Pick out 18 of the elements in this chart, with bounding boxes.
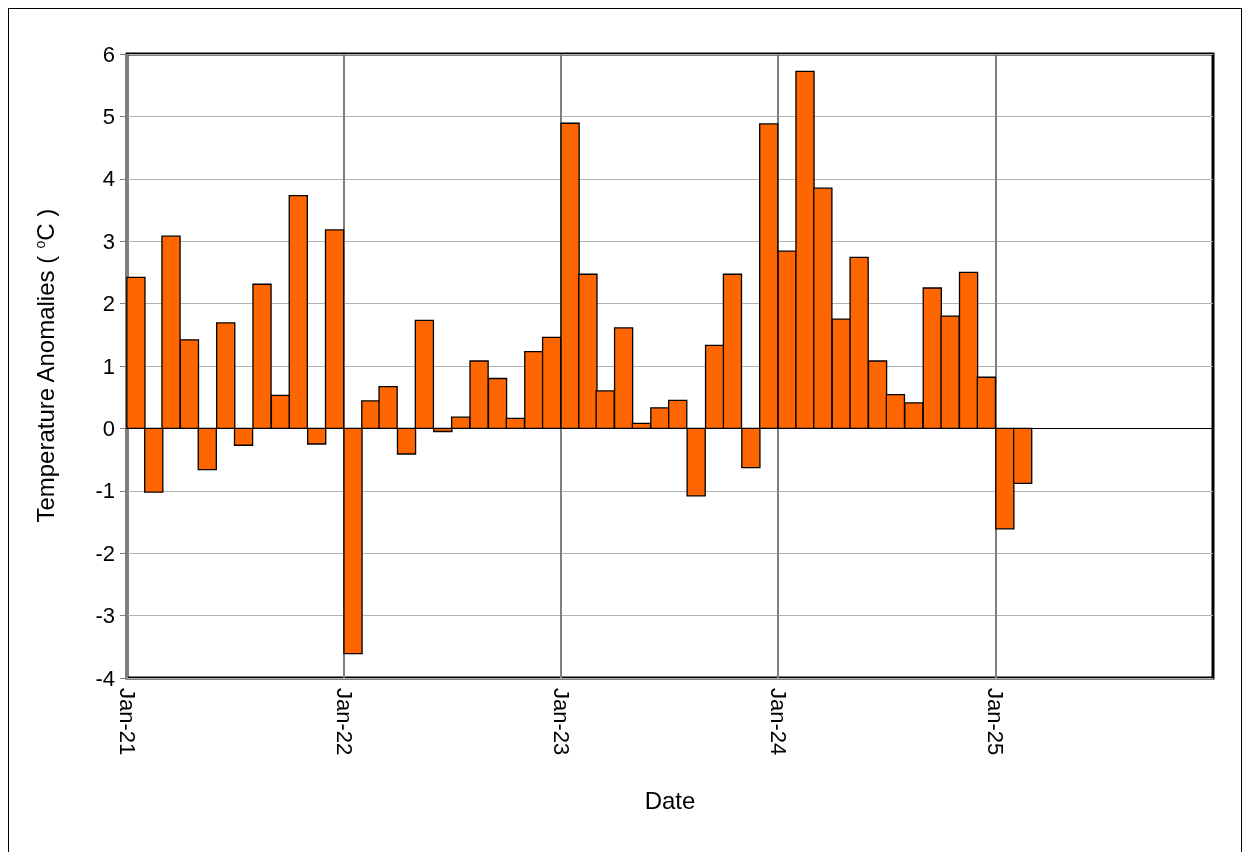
y-tick-label: -4 [95, 665, 115, 691]
x-tick-label: Jan-25 [983, 688, 1009, 756]
y-tick-label: 3 [102, 228, 115, 254]
y-tick-label: 0 [102, 415, 115, 441]
y-axis-title: Temperature Anomalies ( oC ) [31, 208, 59, 523]
y-tick-label: 2 [102, 291, 115, 317]
x-tick-label: Jan-23 [548, 688, 574, 756]
x-tick-label: Jan-21 [114, 688, 140, 756]
y-tick-label: -2 [95, 540, 115, 566]
y-tick-label: -1 [95, 478, 115, 504]
y-tick-label: 4 [102, 166, 115, 192]
y-tick-label: 1 [102, 353, 115, 379]
y-tick-label: 5 [102, 103, 115, 129]
y-tick-label: 6 [102, 41, 115, 67]
y-tick-label: -3 [95, 603, 115, 629]
x-tick-label: Jan-24 [765, 688, 791, 756]
x-axis-title: Date [644, 786, 696, 814]
x-tick-label: Jan-22 [331, 688, 357, 756]
